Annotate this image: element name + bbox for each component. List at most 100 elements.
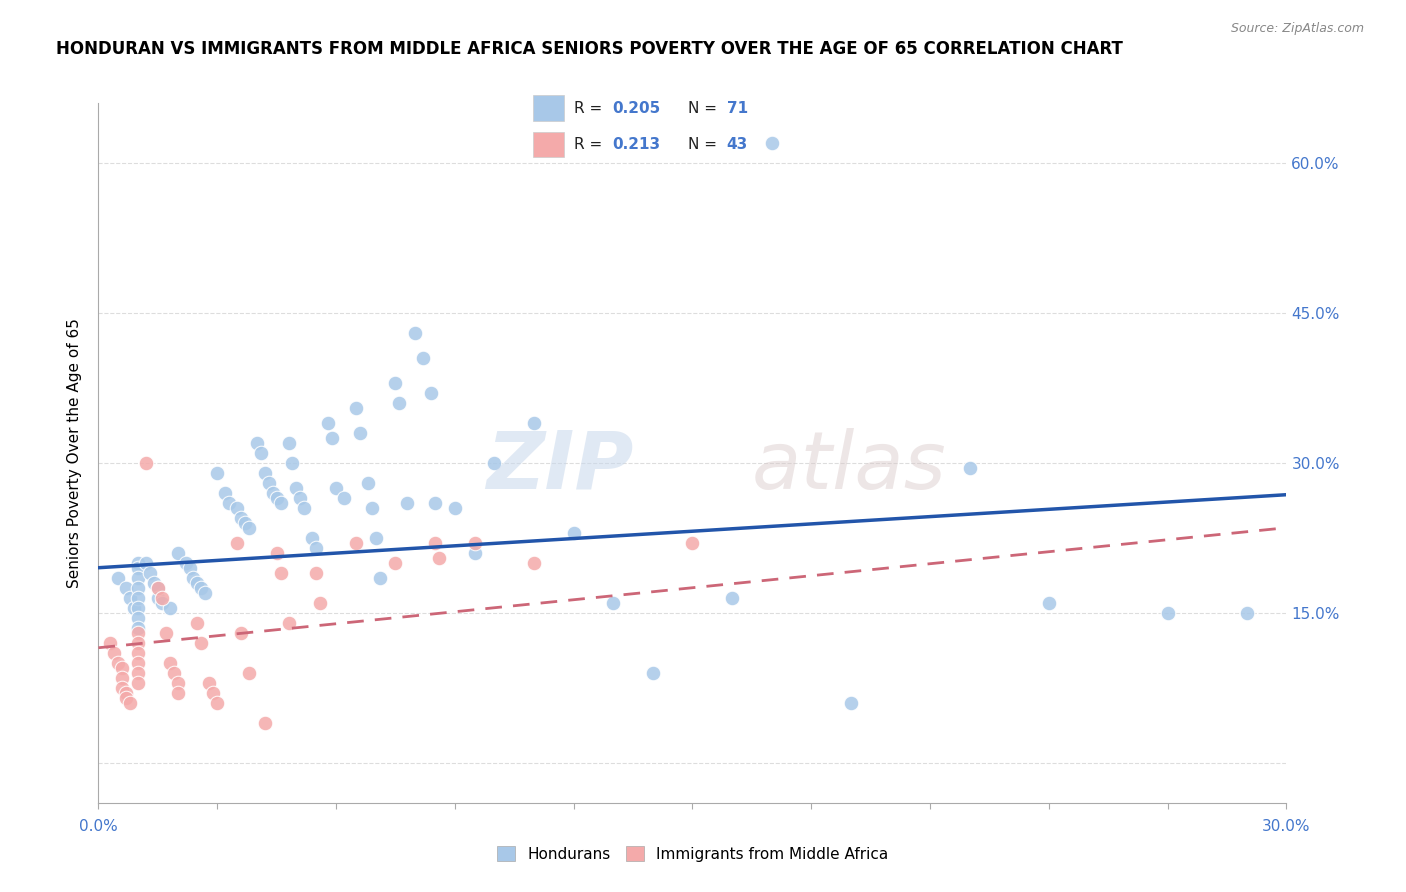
- Point: [146, 581, 169, 595]
- Point: [238, 521, 260, 535]
- Point: [464, 546, 486, 560]
- Legend: Hondurans, Immigrants from Middle Africa: Hondurans, Immigrants from Middle Africa: [496, 846, 889, 862]
- Point: [127, 656, 149, 670]
- Point: [301, 531, 323, 545]
- Point: [115, 690, 138, 705]
- Point: [396, 496, 419, 510]
- Point: [266, 491, 288, 505]
- Point: [309, 596, 332, 610]
- Point: [420, 385, 443, 400]
- FancyBboxPatch shape: [533, 95, 564, 121]
- Point: [270, 496, 292, 510]
- Point: [111, 681, 134, 695]
- Point: [127, 571, 149, 585]
- Point: [423, 535, 446, 549]
- Point: [484, 456, 506, 470]
- Text: 71: 71: [727, 101, 748, 116]
- Point: [285, 481, 308, 495]
- Point: [444, 500, 467, 515]
- Point: [305, 566, 328, 580]
- Point: [364, 531, 387, 545]
- Point: [127, 621, 149, 635]
- FancyBboxPatch shape: [533, 132, 564, 158]
- Point: [277, 435, 299, 450]
- Point: [163, 665, 186, 680]
- Point: [103, 646, 125, 660]
- Point: [464, 535, 486, 549]
- Point: [384, 376, 406, 390]
- Text: 0.0%: 0.0%: [79, 819, 118, 834]
- Point: [127, 581, 149, 595]
- Point: [127, 611, 149, 625]
- Point: [183, 571, 205, 585]
- Point: [127, 560, 149, 574]
- Point: [681, 535, 703, 549]
- Point: [205, 466, 228, 480]
- Point: [166, 686, 188, 700]
- Point: [107, 656, 129, 670]
- Point: [344, 535, 367, 549]
- Point: [423, 496, 446, 510]
- Point: [344, 401, 367, 415]
- Point: [111, 661, 134, 675]
- Point: [205, 696, 228, 710]
- Point: [135, 556, 157, 570]
- Point: [226, 535, 249, 549]
- Point: [404, 326, 426, 340]
- Point: [721, 591, 744, 605]
- Point: [305, 541, 328, 555]
- Point: [253, 715, 276, 730]
- Point: [357, 475, 380, 490]
- Text: ZIP: ZIP: [485, 427, 633, 506]
- Point: [159, 656, 181, 670]
- Point: [214, 485, 236, 500]
- Point: [277, 615, 299, 630]
- Point: [427, 550, 450, 565]
- Point: [127, 625, 149, 640]
- Point: [218, 496, 240, 510]
- Text: HONDURAN VS IMMIGRANTS FROM MIDDLE AFRICA SENIORS POVERTY OVER THE AGE OF 65 COR: HONDURAN VS IMMIGRANTS FROM MIDDLE AFRIC…: [56, 40, 1123, 58]
- Point: [349, 425, 371, 440]
- Point: [198, 675, 221, 690]
- Point: [186, 615, 208, 630]
- Text: Source: ZipAtlas.com: Source: ZipAtlas.com: [1230, 22, 1364, 36]
- Point: [115, 581, 138, 595]
- Point: [761, 136, 783, 150]
- Point: [523, 556, 546, 570]
- Point: [120, 696, 142, 710]
- Point: [115, 686, 138, 700]
- Point: [290, 491, 312, 505]
- Point: [150, 596, 173, 610]
- Point: [226, 500, 249, 515]
- Point: [360, 500, 382, 515]
- Point: [257, 475, 280, 490]
- Point: [266, 546, 288, 560]
- Point: [238, 665, 260, 680]
- Point: [233, 516, 256, 530]
- Point: [127, 591, 149, 605]
- Point: [111, 671, 134, 685]
- Text: N =: N =: [688, 101, 717, 116]
- Point: [1038, 596, 1060, 610]
- Point: [202, 686, 225, 700]
- Point: [229, 510, 252, 524]
- Point: [166, 675, 188, 690]
- Point: [316, 416, 339, 430]
- Point: [186, 575, 208, 590]
- Point: [107, 571, 129, 585]
- Point: [523, 416, 546, 430]
- Text: R =: R =: [574, 137, 602, 152]
- Text: atlas: atlas: [752, 427, 946, 506]
- Point: [139, 566, 162, 580]
- Point: [253, 466, 276, 480]
- Point: [127, 646, 149, 660]
- Point: [388, 395, 411, 409]
- Point: [98, 636, 121, 650]
- Point: [159, 600, 181, 615]
- Y-axis label: Seniors Poverty Over the Age of 65: Seniors Poverty Over the Age of 65: [66, 318, 82, 588]
- Point: [292, 500, 315, 515]
- Point: [150, 591, 173, 605]
- Text: 43: 43: [727, 137, 748, 152]
- Point: [194, 586, 217, 600]
- Text: R =: R =: [574, 101, 602, 116]
